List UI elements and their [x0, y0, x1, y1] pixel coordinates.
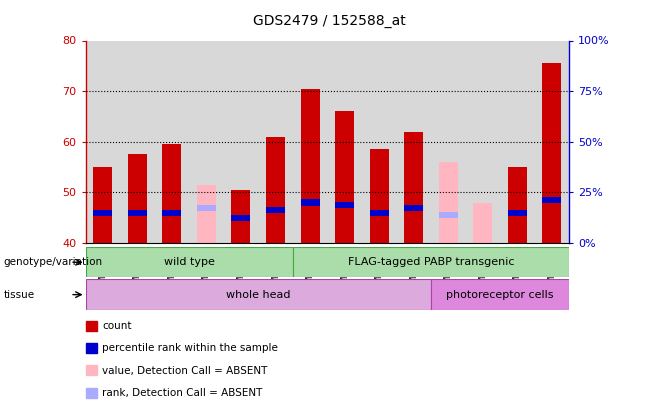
Text: count: count: [102, 321, 132, 331]
Text: genotype/variation: genotype/variation: [3, 257, 103, 267]
Bar: [465, 40, 500, 243]
Bar: [293, 247, 569, 277]
Bar: [327, 40, 362, 243]
Bar: [293, 40, 327, 243]
Bar: [542, 197, 561, 203]
Bar: [404, 132, 423, 243]
Bar: [542, 63, 561, 243]
Bar: [396, 40, 431, 243]
Text: GDS2479 / 152588_at: GDS2479 / 152588_at: [253, 14, 405, 28]
Bar: [163, 144, 182, 243]
Bar: [86, 40, 120, 243]
Bar: [266, 137, 285, 243]
Bar: [335, 111, 354, 243]
Text: percentile rank within the sample: percentile rank within the sample: [102, 343, 278, 353]
Text: value, Detection Call = ABSENT: value, Detection Call = ABSENT: [102, 366, 267, 375]
Bar: [232, 190, 251, 243]
Bar: [508, 210, 527, 215]
Text: tissue: tissue: [3, 290, 34, 300]
Bar: [266, 207, 285, 213]
Bar: [232, 215, 251, 221]
Bar: [473, 202, 492, 243]
Bar: [534, 40, 569, 243]
Text: wild type: wild type: [164, 257, 215, 267]
Bar: [128, 210, 147, 215]
Bar: [431, 279, 569, 310]
Bar: [163, 210, 182, 215]
Bar: [508, 167, 527, 243]
Bar: [404, 205, 423, 211]
Bar: [500, 40, 534, 243]
Bar: [197, 205, 216, 211]
Text: whole head: whole head: [226, 290, 291, 300]
Bar: [301, 199, 320, 206]
Bar: [190, 40, 224, 243]
Bar: [197, 185, 216, 243]
Bar: [86, 247, 293, 277]
Bar: [155, 40, 190, 243]
Bar: [120, 40, 155, 243]
Bar: [362, 40, 396, 243]
Bar: [370, 210, 389, 215]
Bar: [258, 40, 293, 243]
Text: FLAG-tagged PABP transgenic: FLAG-tagged PABP transgenic: [347, 257, 515, 267]
Bar: [128, 154, 147, 243]
Bar: [93, 167, 113, 243]
Bar: [93, 210, 113, 215]
Bar: [224, 40, 258, 243]
Bar: [431, 40, 465, 243]
Bar: [439, 212, 458, 218]
Text: rank, Detection Call = ABSENT: rank, Detection Call = ABSENT: [102, 388, 263, 398]
Bar: [439, 162, 458, 243]
Bar: [335, 202, 354, 208]
Bar: [301, 89, 320, 243]
Bar: [370, 149, 389, 243]
Text: photoreceptor cells: photoreceptor cells: [446, 290, 554, 300]
Bar: [86, 279, 431, 310]
